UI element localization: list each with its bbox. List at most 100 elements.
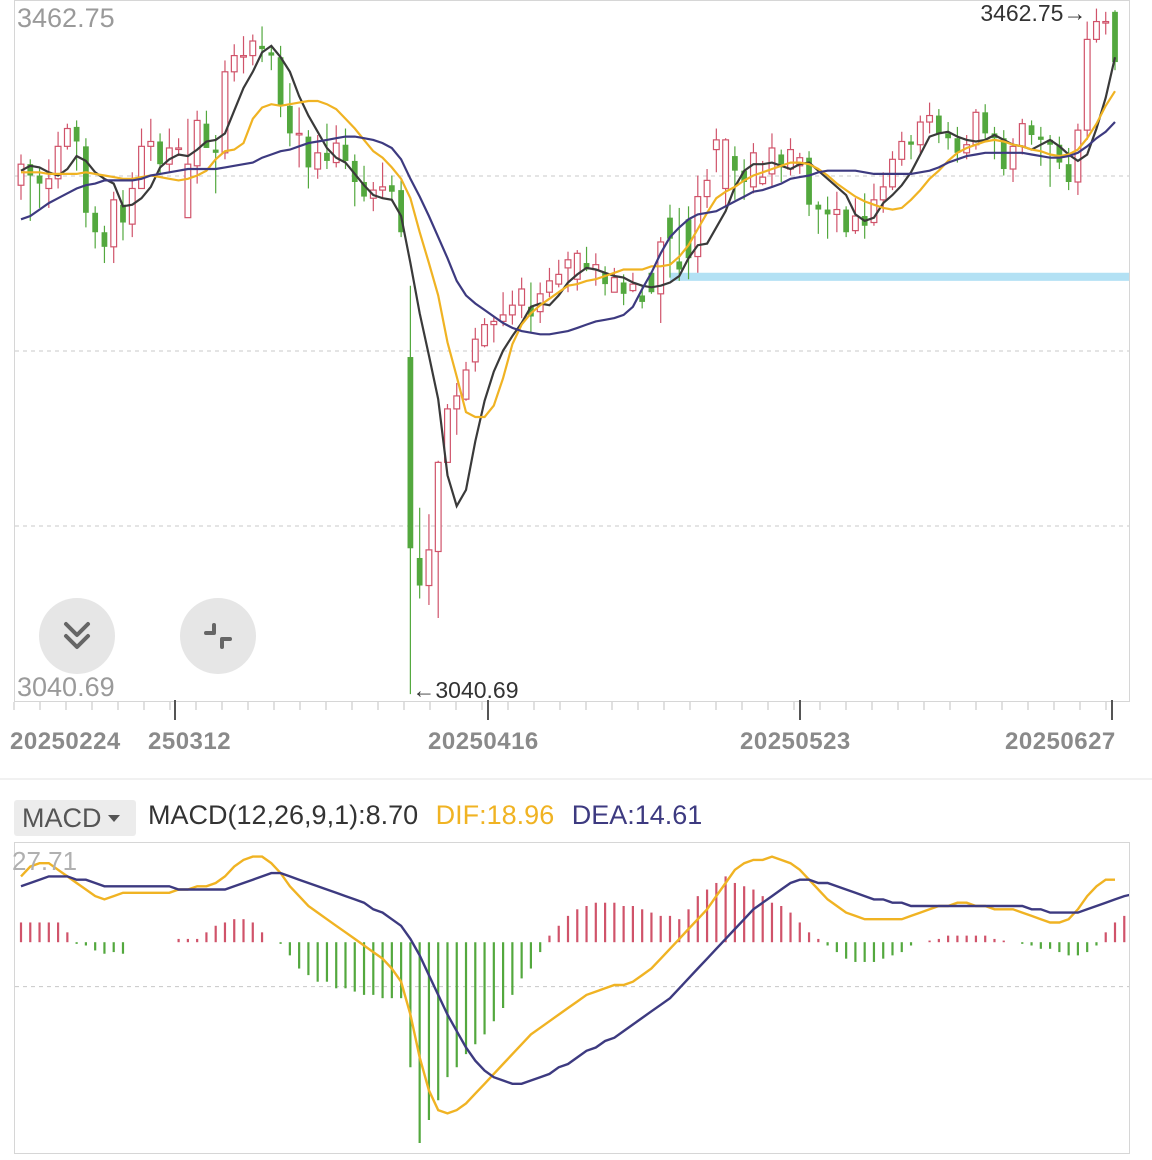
indicator-dropdown[interactable]: MACD [14, 800, 136, 836]
candle-body-up [54, 145, 62, 180]
candle-body-up [481, 324, 489, 347]
candle-body-down [277, 57, 284, 106]
candle-body-up [851, 215, 859, 232]
candle-body-up [703, 179, 711, 198]
max-price-label: 3462.75 [17, 3, 115, 33]
candle-body-down [1056, 144, 1063, 163]
candle-body-down [741, 170, 748, 183]
collapse-corners-icon [204, 623, 232, 649]
candle-body-down [1037, 136, 1044, 140]
candle-body-up [518, 288, 526, 306]
caret-down-icon [107, 815, 120, 822]
candle-body-up [573, 252, 581, 280]
candle-body-down [351, 160, 358, 183]
price-chart-panel[interactable]: 3462.75→ ←3040.69 [14, 0, 1130, 702]
macd-max-label: 27.71 [12, 846, 78, 876]
candle-body-down [1047, 139, 1053, 145]
candle-body-up [694, 195, 702, 258]
candle-body-up [759, 176, 767, 185]
candle-body-up [453, 395, 461, 410]
candle-body-up [898, 140, 906, 160]
candle-body-up [230, 54, 238, 73]
candle-body-up [1102, 20, 1110, 24]
candle-body-up [379, 186, 387, 191]
candle-body-down [268, 52, 275, 56]
candle-body-up [916, 121, 924, 146]
dif-value: DIF:18.96 [435, 800, 555, 830]
candle-body-down [620, 282, 627, 294]
candle-body-up [138, 145, 145, 190]
candle-body-down [982, 112, 989, 134]
candle-body-up [462, 369, 470, 400]
candle-body-down [1028, 125, 1035, 136]
candle-body-down [73, 126, 80, 142]
macd-value: MACD(12,26,9,1):8.70 [148, 800, 419, 830]
candle-body-down [945, 133, 951, 139]
candle-body-up [490, 320, 498, 326]
candle-body-down [667, 217, 673, 239]
candle-body-up [45, 178, 53, 190]
candle-body-down [27, 164, 34, 176]
collapse-button[interactable] [39, 598, 115, 674]
ma5-line [20, 44, 1117, 509]
min-price-annotation: ←3040.69 [412, 677, 518, 701]
candle-body-down [259, 45, 265, 50]
candle-body-up [833, 208, 841, 216]
candle-body-up [1018, 123, 1026, 147]
x-tick-label: 20250523 [740, 728, 851, 755]
candle-body-down [954, 138, 961, 153]
candle-body-up [564, 259, 572, 269]
dea-line [20, 871, 1129, 1086]
candle-body-up [128, 187, 136, 225]
candle-body-up [545, 280, 553, 293]
candle-body-up [110, 199, 118, 248]
candle-body-up [555, 273, 563, 285]
candle-body-up [332, 142, 340, 164]
candle-body-down [398, 190, 404, 233]
candle-body-up [768, 147, 776, 175]
candle-body-up [221, 71, 229, 154]
candle-body-up [295, 132, 303, 136]
candle-body-up [165, 147, 173, 165]
x-axis [13, 700, 1113, 720]
candle-body-up [722, 139, 730, 190]
candle-body-down [416, 557, 423, 586]
candle-body-up [147, 140, 155, 147]
x-tick-label: 20250416 [428, 728, 539, 755]
dea-value: DEA:14.61 [571, 800, 703, 830]
candle-body-down [676, 261, 683, 270]
candle-body-down [1112, 11, 1118, 63]
candle-body-up [425, 549, 433, 587]
fullscreen-button[interactable] [180, 598, 256, 674]
candle-body-down [324, 152, 330, 161]
candle-body-up [240, 54, 247, 58]
candle-body-down [528, 306, 534, 317]
candle-body-up [749, 152, 757, 188]
candle-body-down [157, 141, 163, 165]
candle-body-up [193, 119, 201, 167]
candle-body-up [471, 338, 479, 363]
candle-body-up [249, 40, 257, 57]
candle-body-up [184, 163, 192, 219]
candle-body-up [629, 283, 637, 292]
candle-body-up [610, 277, 618, 293]
candle-body-up [499, 314, 507, 322]
candle-body-down [83, 146, 89, 213]
candle-body-down [203, 123, 210, 148]
candle-body-down [824, 209, 831, 215]
candle-body-up [926, 114, 934, 123]
candle-body-down [286, 105, 293, 134]
macd-chart-panel[interactable] [14, 842, 1130, 1154]
ma20-line [20, 121, 1116, 336]
candle-body-up [657, 241, 665, 295]
candlestick-chart[interactable]: 3462.75→ ←3040.69 [15, 1, 1129, 701]
x-tick-label: 20250224 [10, 728, 121, 755]
indicator-dropdown-label: MACD [22, 802, 102, 833]
candle-body-down [212, 149, 219, 153]
dif-line [20, 855, 1115, 1115]
macd-chart[interactable] [15, 843, 1129, 1153]
candle-body-down [935, 115, 942, 134]
candle-body-down [648, 272, 655, 293]
candle-body-up [314, 152, 322, 170]
candle-body-down [1065, 164, 1072, 183]
